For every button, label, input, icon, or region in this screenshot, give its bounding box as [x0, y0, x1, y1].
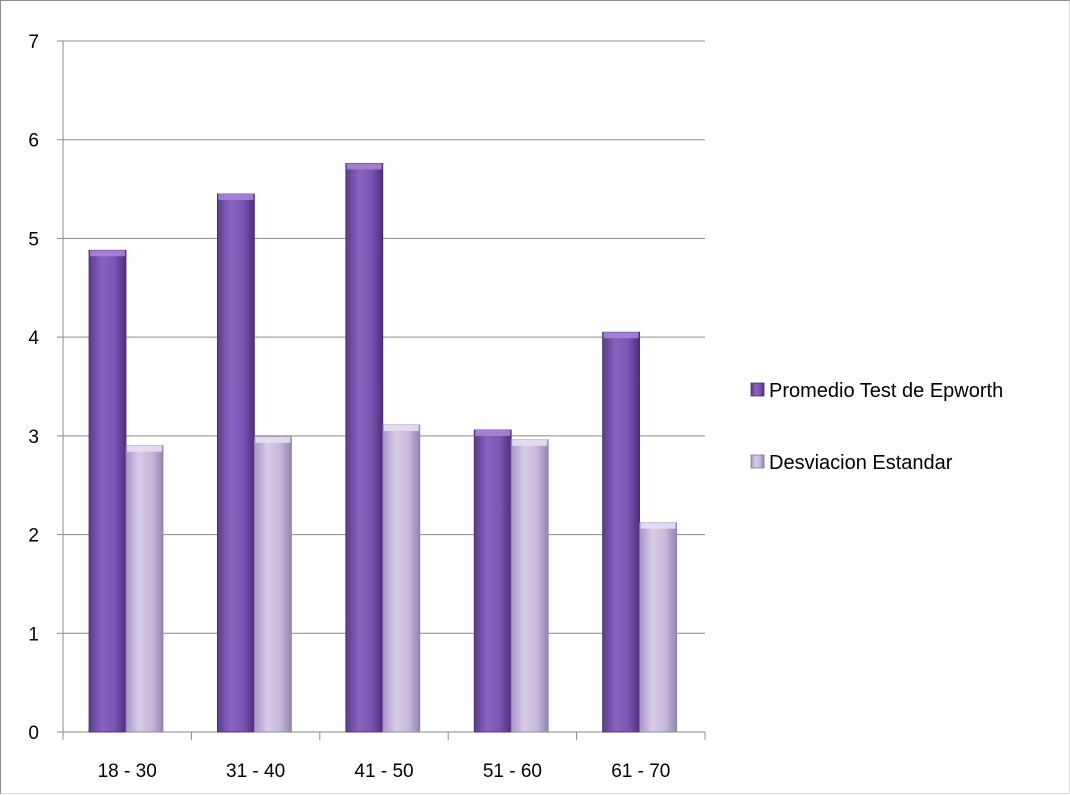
x-tick-label: 31 - 40: [226, 761, 285, 782]
legend-swatch: [750, 382, 765, 397]
y-tick-label: 5: [28, 229, 39, 250]
legend-label: Promedio Test de Epworth: [769, 380, 1003, 402]
bar-top-highlight: [603, 332, 639, 339]
legend-swatch: [750, 454, 765, 469]
bar-promedio: [88, 249, 127, 733]
bar-promedio: [473, 429, 512, 733]
y-tick-label: 2: [28, 526, 39, 547]
x-tick-label: 61 - 70: [611, 761, 670, 782]
y-tick-label: 0: [28, 723, 39, 744]
bar-top-highlight: [640, 522, 676, 529]
bar-promedio: [216, 193, 255, 733]
bar-top-highlight: [90, 250, 125, 257]
bar-body: [345, 163, 384, 733]
bar-top-highlight: [475, 429, 511, 436]
bar-desviacion: [253, 436, 292, 733]
bar-top-highlight: [512, 439, 548, 446]
y-tick-label: 4: [28, 328, 39, 349]
bar-top-highlight: [383, 424, 419, 431]
y-tick-label: 7: [28, 32, 39, 53]
bar-top-highlight: [255, 436, 291, 443]
bar-desviacion: [382, 424, 421, 733]
bar-body: [602, 331, 640, 733]
bar-top-highlight: [218, 194, 254, 201]
x-tick-label: 51 - 60: [483, 761, 542, 782]
legend-label: Desviacion Estandar: [769, 452, 953, 474]
bar-promedio: [345, 163, 384, 733]
legend-item: Promedio Test de Epworth: [750, 380, 1003, 402]
bar-desviacion: [639, 522, 677, 733]
bar-body: [382, 424, 421, 733]
y-tick-label: 6: [28, 131, 39, 152]
x-tick-label: 41 - 50: [354, 761, 413, 782]
bar-body: [253, 436, 292, 733]
bar-body: [88, 249, 127, 733]
bar-body: [125, 445, 164, 733]
y-tick-label: 1: [28, 624, 39, 645]
bar-body: [510, 439, 549, 733]
bar-desviacion: [125, 445, 164, 733]
legend: Promedio Test de Epworth Desviacion Estan…: [750, 380, 1003, 474]
tick-labels: 0 1 2 3 4 5 6 7 18 - 30 31 - 40 41 - 50 51 - 60 61 -…: [28, 32, 670, 782]
bar-promedio: [602, 331, 640, 733]
bars: [88, 163, 677, 733]
legend-item: Desviacion Estandar: [750, 452, 953, 474]
bar-body: [216, 193, 255, 733]
bar-top-highlight: [346, 163, 382, 170]
bar-top-highlight: [127, 445, 162, 452]
bar-body: [639, 522, 677, 733]
x-tick-label: 18 - 30: [98, 761, 157, 782]
bar-body: [473, 429, 512, 733]
y-tick-label: 3: [28, 427, 39, 448]
bar-desviacion: [510, 439, 549, 733]
